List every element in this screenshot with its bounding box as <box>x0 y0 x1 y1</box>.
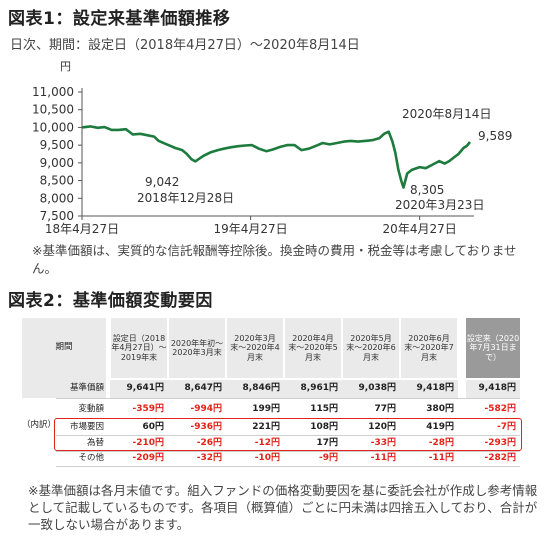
table-cell: -32円 <box>196 452 222 463</box>
y-tick-label: 8,500 <box>40 174 74 188</box>
x-tick-label: 20年4月27日 <box>383 222 457 236</box>
table-cell: 9,418円 <box>416 383 454 394</box>
row-divider <box>56 435 520 436</box>
annotation-low-2018-date: 2018年12月28日 <box>137 191 234 205</box>
table-cell: -10円 <box>254 452 280 463</box>
figure2-title: 図表2：基準価額変動要因 <box>8 291 213 311</box>
y-tick-label: 10,500 <box>32 103 74 117</box>
table-cell: 8,961円 <box>300 383 338 394</box>
table-cell: 8,846円 <box>242 383 280 394</box>
summary-cell: -582円 <box>484 404 516 415</box>
table-cell: 8,647円 <box>184 383 222 394</box>
table-cell: -359円 <box>132 404 164 415</box>
table-cell: 9,641円 <box>126 383 164 394</box>
nav-row-summary-bg <box>466 380 520 398</box>
summary-cell: -293円 <box>484 437 516 448</box>
column-header: 2020年5月末〜2020年6月末 <box>343 318 399 378</box>
annotation-low-2020-date: 2020年3月23日 <box>395 198 484 212</box>
y-tick-label: 8,000 <box>40 191 74 205</box>
highlight-box <box>54 418 522 451</box>
row-divider <box>56 451 520 452</box>
table-cell: 419円 <box>426 421 454 432</box>
annotation-end-value: 9,589 <box>478 129 512 143</box>
row-divider <box>56 398 520 399</box>
table-cell: 199円 <box>252 404 280 415</box>
table-cell: 108円 <box>310 421 338 432</box>
y-tick-label: 11,000 <box>32 85 74 99</box>
nav-row-bg <box>110 380 458 398</box>
table-cell: 9,038円 <box>358 383 396 394</box>
table-cell: -12円 <box>254 437 280 448</box>
figure1-subtitle: 日次、期間：設定日（2018年4月27日）〜2020年8月14日 <box>10 38 360 53</box>
table-cell: 17円 <box>316 437 338 448</box>
table-cell: -936円 <box>190 421 222 432</box>
nav-line-chart: 円 7,500 8,000 8,500 9,000 9,500 10,000 10,500 11… <box>32 60 512 236</box>
annotation-low-2020-value: 8,305 <box>410 183 444 197</box>
y-unit-label: 円 <box>60 60 71 73</box>
table-cell: 221円 <box>252 421 280 432</box>
summary-column-header: 設定来（2020年7月31日まで） <box>466 318 520 378</box>
table-cell: 77円 <box>374 404 396 415</box>
column-header: 2020年4月末〜2020年5月末 <box>285 318 341 378</box>
table-cell: 380円 <box>426 404 454 415</box>
table-cell: 120円 <box>368 421 396 432</box>
figure1-title: 図表1：設定来基準価額推移 <box>8 9 231 29</box>
row-label: その他 <box>78 452 104 463</box>
nav-series-line <box>81 125 472 189</box>
summary-cell: 9,418円 <box>478 383 516 394</box>
row-label: 変動額 <box>78 404 104 415</box>
column-header: 設定日（2018年4月27日）〜2019年末 <box>111 318 167 378</box>
row-label: 基準価額 <box>69 383 104 394</box>
x-tick-label: 18年4月27日 <box>45 222 119 236</box>
table-cell: -11円 <box>370 452 396 463</box>
figure2-note: ※基準価額は各月末値です。組入ファンドの価格変動要因を基に委託会社が作成し参考情… <box>28 483 538 532</box>
column-header: 2020年6月末〜2020年7月末 <box>401 318 457 378</box>
y-tick-label: 10,000 <box>32 120 74 134</box>
table-cell: -209円 <box>132 452 164 463</box>
figure1-note: ※基準価額は、実質的な信託報酬等控除後。換金時の費用・税金等は考慮しておりません… <box>32 243 517 276</box>
annotation-end-date: 2020年8月14日 <box>402 107 491 121</box>
y-tick-label: 9,500 <box>40 138 74 152</box>
table-cell: 115円 <box>310 404 338 415</box>
table-cell: -28円 <box>428 437 454 448</box>
x-tick-label: 19年4月27日 <box>214 222 288 236</box>
column-header: 2020年3月末〜2020年4月末 <box>227 318 283 378</box>
period-header: 期間 <box>55 342 73 353</box>
table-cell: -210円 <box>132 437 164 448</box>
breakdown-label: （内訳） <box>21 420 56 431</box>
table-cell: -26円 <box>196 437 222 448</box>
column-header: 2020年年初〜2020年3月末 <box>169 318 225 378</box>
row-label: 市場要因 <box>69 421 104 432</box>
summary-cell: -282円 <box>484 452 516 463</box>
row-label: 為替 <box>86 437 104 448</box>
y-tick-label: 9,000 <box>40 156 74 170</box>
table-cell: 60円 <box>142 421 164 432</box>
y-tick-label: 7,500 <box>40 209 74 223</box>
summary-cell: -7円 <box>497 421 516 432</box>
table-cell: -9円 <box>319 452 338 463</box>
period-header-bg <box>22 318 106 398</box>
table-cell: -994円 <box>190 404 222 415</box>
table-cell: -33円 <box>370 437 396 448</box>
row-divider <box>56 466 520 467</box>
annotation-low-2018-value: 9,042 <box>145 175 179 189</box>
table-cell: -11円 <box>428 452 454 463</box>
